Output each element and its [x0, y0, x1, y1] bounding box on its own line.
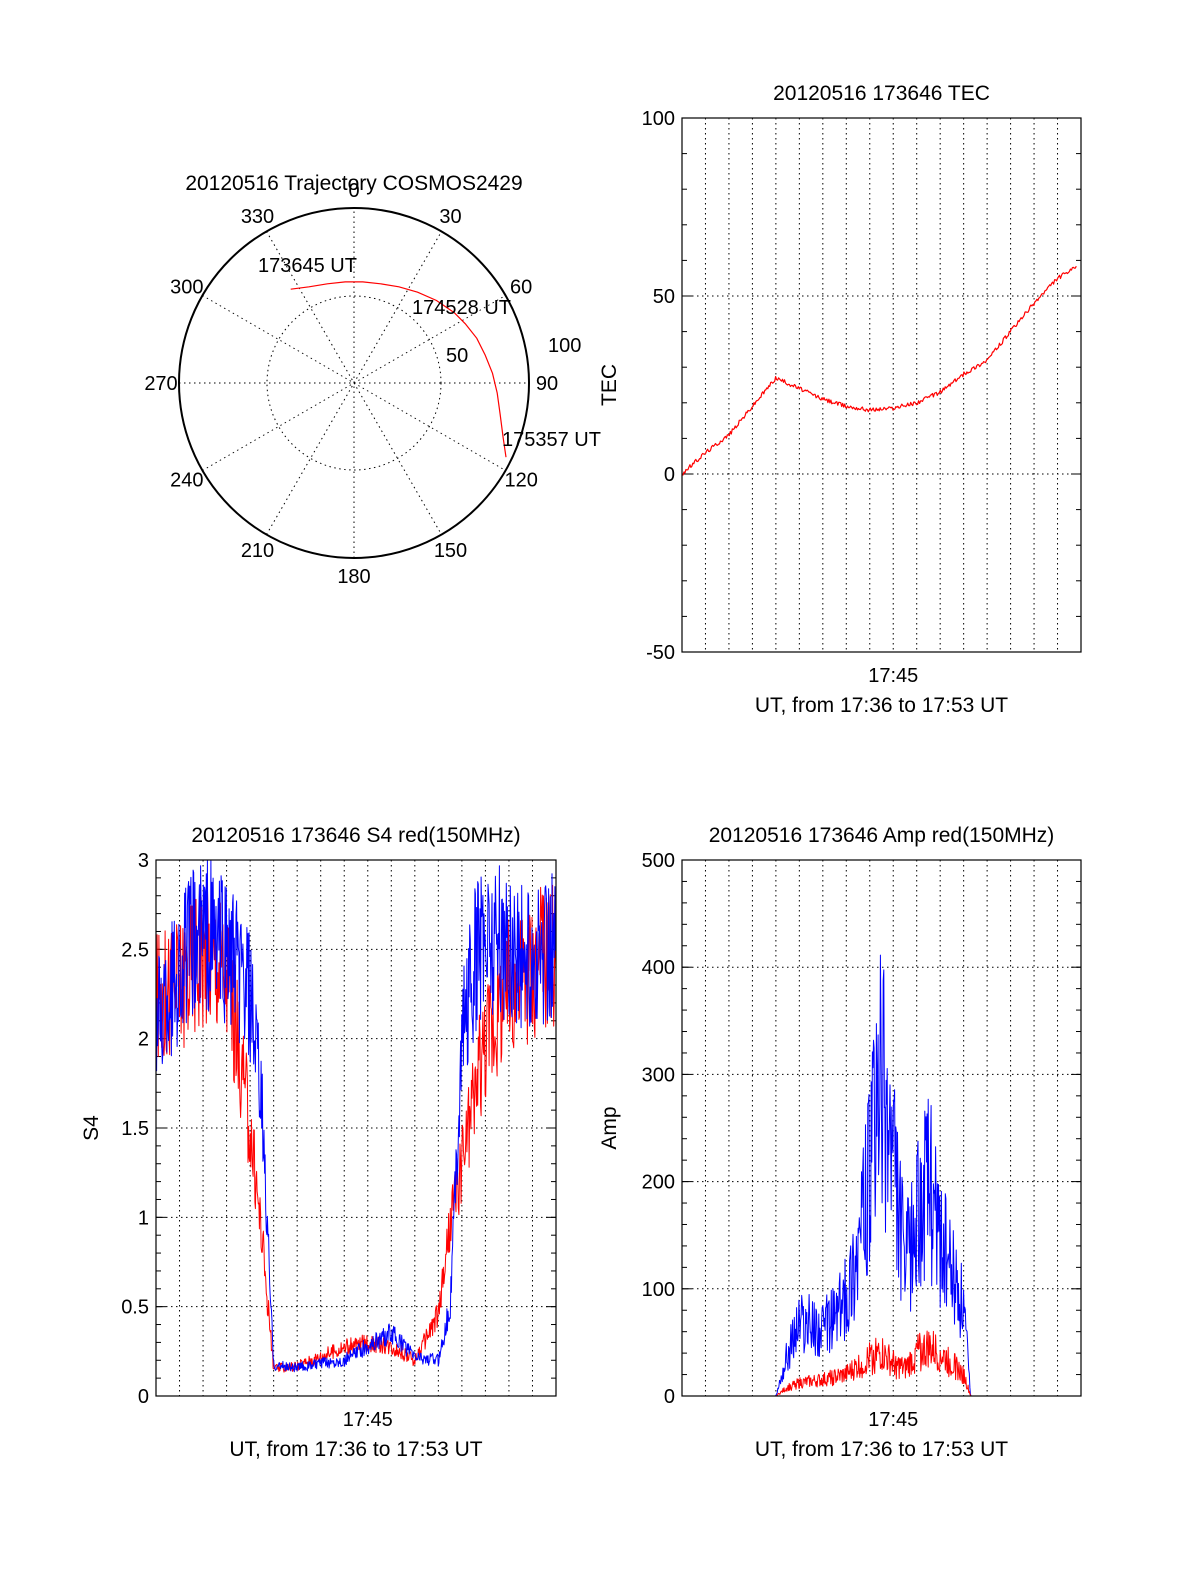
- x-axis-label: UT, from 17:36 to 17:53 UT: [755, 1438, 1008, 1461]
- azimuth-label: 270: [144, 373, 177, 395]
- azimuth-label: 300: [170, 277, 203, 299]
- tec-plot: -50 0 50 100 17:45 20120516 173646 TEC UT, fro…: [598, 82, 1082, 717]
- y-tick-label: 300: [642, 1064, 675, 1086]
- x-tick-label: 17:45: [868, 1409, 918, 1431]
- y-tick-label: 0: [138, 1386, 149, 1408]
- y-tick-label: 0: [664, 464, 675, 486]
- azimuth-label: 90: [536, 373, 558, 395]
- elevation-ring-label-100: 100: [548, 335, 581, 357]
- polar-spoke: [266, 231, 442, 535]
- panel-title: 20120516 173646 S4 red(150MHz): [191, 824, 520, 847]
- y-tick-label: 100: [642, 1279, 675, 1301]
- series-line-red: [681, 265, 1077, 476]
- polar-inner-ring: [266, 295, 442, 471]
- y-tick-label: 100: [642, 108, 675, 130]
- elevation-ring-label-50: 50: [446, 345, 468, 367]
- series-line-blue: [155, 859, 557, 1373]
- azimuth-label: 240: [170, 470, 203, 492]
- plot-frame: [681, 859, 1082, 1397]
- y-tick-label: 0: [664, 1386, 675, 1408]
- y-tick-label: 200: [642, 1172, 675, 1194]
- azimuth-label: 60: [510, 277, 532, 299]
- plot-frame: [155, 859, 557, 1397]
- y-tick-label: 1.5: [121, 1118, 149, 1140]
- y-tick-label: -50: [646, 642, 675, 664]
- y-tick-label: 0.5: [121, 1297, 149, 1319]
- series-line-red: [682, 1330, 1081, 1397]
- y-tick-label: 1: [138, 1207, 149, 1229]
- azimuth-label: 120: [504, 470, 537, 492]
- x-axis-label: UT, from 17:36 to 17:53 UT: [755, 694, 1008, 717]
- azimuth-label: 210: [241, 540, 274, 562]
- trajectory-polar-plot: 20120516 Trajectory COSMOS2429 0 30 60 90 12…: [144, 172, 601, 588]
- x-tick-label: 17:45: [868, 665, 918, 687]
- series-line-blue: [682, 954, 1081, 1397]
- azimuth-label: 0: [348, 180, 359, 202]
- azimuth-label: 150: [434, 540, 467, 562]
- x-axis-label: UT, from 17:36 to 17:53 UT: [229, 1438, 482, 1461]
- plot-frame: [681, 117, 1082, 653]
- y-tick-label: 2.5: [121, 939, 149, 961]
- panel-title: 20120516 173646 TEC: [773, 82, 990, 105]
- y-tick-label: 2: [138, 1029, 149, 1051]
- azimuth-label: 30: [439, 206, 461, 228]
- amp-plot: 0 100 200 300 400 500 17:45 20120516 173646 Amp…: [598, 824, 1082, 1461]
- y-tick-label: 50: [653, 286, 675, 308]
- trajectory-start-annotation: 173645 UT: [258, 255, 357, 277]
- trajectory-mid-annotation: 174528 UT: [412, 297, 511, 319]
- trajectory-path: [290, 281, 507, 458]
- y-axis-label: S4: [80, 1115, 103, 1141]
- y-axis-label: TEC: [598, 364, 621, 406]
- azimuth-label: 330: [241, 206, 274, 228]
- s4-plot: 0 0.5 1 1.5 2 2.5 3 17:45 20120516 173646 S4 red…: [80, 824, 557, 1461]
- y-axis-label: Amp: [598, 1106, 621, 1149]
- azimuth-label: 180: [337, 566, 370, 588]
- trajectory-title: 20120516 Trajectory COSMOS2429: [185, 172, 522, 195]
- y-tick-label: 3: [138, 850, 149, 872]
- y-tick-label: 400: [642, 957, 675, 979]
- panel-title: 20120516 173646 Amp red(150MHz): [709, 824, 1055, 847]
- trajectory-end-annotation: 175357 UT: [502, 429, 601, 451]
- x-tick-label: 17:45: [343, 1409, 393, 1431]
- y-tick-label: 500: [642, 850, 675, 872]
